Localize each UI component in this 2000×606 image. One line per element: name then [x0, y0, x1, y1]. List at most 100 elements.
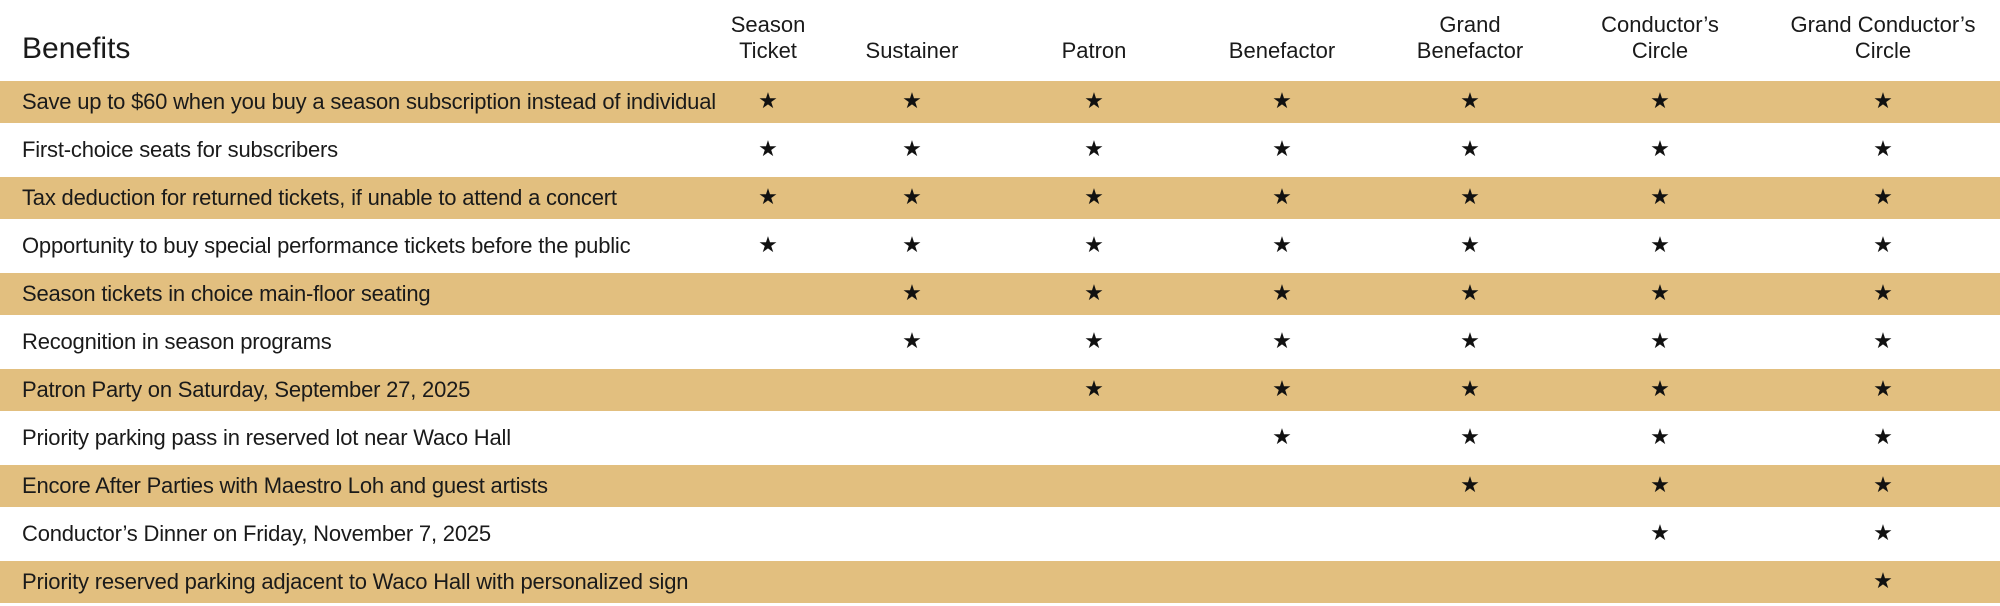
- tier-cell-grand-benefactor: ★: [1386, 273, 1554, 315]
- tier-cell-grand-benefactor: ★: [1386, 465, 1554, 507]
- header-season-ticket: Season Ticket: [730, 12, 806, 63]
- tier-cell-conductors-circle: ★: [1554, 222, 1766, 270]
- header-patron: Patron: [1061, 38, 1127, 63]
- tier-cell-grand-conductors-circle: ★: [1766, 177, 2000, 219]
- tier-cell-season-ticket: [722, 510, 814, 558]
- star-icon: ★: [1650, 137, 1670, 162]
- star-icon: ★: [1272, 137, 1292, 162]
- tier-cell-grand-conductors-circle: ★: [1766, 126, 2000, 174]
- star-icon: ★: [1873, 137, 1893, 162]
- benefit-label: First-choice seats for subscribers: [22, 137, 338, 162]
- tier-cell-season-ticket: ★: [722, 222, 814, 270]
- benefit-label: Tax deduction for returned tickets, if u…: [0, 177, 722, 219]
- tier-cell-grand-benefactor: ★: [1386, 414, 1554, 462]
- star-icon: ★: [1873, 329, 1893, 354]
- benefit-label: Conductor’s Dinner on Friday, November 7…: [22, 521, 491, 546]
- star-icon: ★: [1873, 473, 1893, 498]
- tier-cell-patron: ★: [1010, 318, 1178, 366]
- star-icon: ★: [1650, 473, 1670, 498]
- star-icon: ★: [1873, 377, 1893, 402]
- tier-cell-sustainer: [814, 510, 1010, 558]
- tier-cell-sustainer: [814, 465, 1010, 507]
- star-icon: ★: [1272, 281, 1292, 306]
- tier-cell-conductors-circle: [1554, 561, 1766, 603]
- tier-cell-patron: [1010, 510, 1178, 558]
- header-grand-conductors-circle: Grand Conductor’s Circle: [1790, 12, 1976, 63]
- star-icon: ★: [1460, 329, 1480, 354]
- star-icon: ★: [1650, 377, 1670, 402]
- header-sustainer: Sustainer: [865, 38, 959, 63]
- tier-cell-patron: ★: [1010, 369, 1178, 411]
- star-icon: ★: [902, 137, 922, 162]
- star-icon: ★: [1873, 185, 1893, 210]
- star-icon: ★: [1650, 329, 1670, 354]
- header-benefits: Benefits: [22, 32, 131, 65]
- tier-cell-benefactor: ★: [1178, 369, 1386, 411]
- tier-cell-grand-conductors-circle: ★: [1766, 222, 2000, 270]
- tier-cell-season-ticket: [722, 414, 814, 462]
- tier-cell-sustainer: ★: [814, 222, 1010, 270]
- tier-cell-patron: [1010, 561, 1178, 603]
- star-icon: ★: [1084, 185, 1104, 210]
- tier-cell-season-ticket: [722, 273, 814, 315]
- star-icon: ★: [902, 89, 922, 114]
- star-icon: ★: [1650, 281, 1670, 306]
- star-icon: ★: [1460, 89, 1480, 114]
- tier-cell-benefactor: ★: [1178, 126, 1386, 174]
- star-icon: ★: [758, 185, 778, 210]
- tier-cell-benefactor: ★: [1178, 273, 1386, 315]
- tier-cell-grand-benefactor: ★: [1386, 81, 1554, 123]
- benefit-label: Patron Party on Saturday, September 27, …: [0, 369, 722, 411]
- tier-cell-conductors-circle: ★: [1554, 465, 1766, 507]
- tier-cell-grand-conductors-circle: ★: [1766, 81, 2000, 123]
- tier-cell-conductors-circle: ★: [1554, 369, 1766, 411]
- star-icon: ★: [1460, 281, 1480, 306]
- header-grand-benefactor: Grand Benefactor: [1416, 12, 1524, 63]
- star-icon: ★: [1272, 89, 1292, 114]
- tier-cell-grand-conductors-circle: ★: [1766, 510, 2000, 558]
- star-icon: ★: [1084, 233, 1104, 258]
- tier-cell-conductors-circle: ★: [1554, 177, 1766, 219]
- tier-cell-sustainer: ★: [814, 318, 1010, 366]
- star-icon: ★: [1873, 521, 1893, 546]
- tier-cell-benefactor: [1178, 510, 1386, 558]
- tier-cell-grand-benefactor: [1386, 561, 1554, 603]
- star-icon: ★: [902, 185, 922, 210]
- tier-cell-benefactor: [1178, 465, 1386, 507]
- tier-cell-grand-conductors-circle: ★: [1766, 561, 2000, 603]
- tier-cell-sustainer: ★: [814, 177, 1010, 219]
- star-icon: ★: [1272, 425, 1292, 450]
- tier-cell-grand-conductors-circle: ★: [1766, 369, 2000, 411]
- star-icon: ★: [1650, 521, 1670, 546]
- star-icon: ★: [902, 233, 922, 258]
- star-icon: ★: [1272, 377, 1292, 402]
- star-icon: ★: [1460, 233, 1480, 258]
- tier-cell-season-ticket: [722, 465, 814, 507]
- tier-cell-grand-benefactor: ★: [1386, 222, 1554, 270]
- tier-cell-patron: [1010, 465, 1178, 507]
- star-icon: ★: [1460, 137, 1480, 162]
- tier-cell-patron: ★: [1010, 273, 1178, 315]
- tier-cell-patron: ★: [1010, 222, 1178, 270]
- star-icon: ★: [1272, 233, 1292, 258]
- benefit-label: Priority reserved parking adjacent to Wa…: [0, 561, 722, 603]
- tier-cell-sustainer: [814, 414, 1010, 462]
- tier-cell-conductors-circle: ★: [1554, 126, 1766, 174]
- tier-cell-conductors-circle: ★: [1554, 318, 1766, 366]
- tier-cell-grand-benefactor: ★: [1386, 318, 1554, 366]
- benefit-label: Priority parking pass in reserved lot ne…: [22, 425, 511, 450]
- tier-cell-grand-conductors-circle: ★: [1766, 465, 2000, 507]
- benefit-label: Encore After Parties with Maestro Loh an…: [0, 465, 722, 507]
- star-icon: ★: [902, 281, 922, 306]
- tier-cell-grand-benefactor: ★: [1386, 369, 1554, 411]
- star-icon: ★: [758, 89, 778, 114]
- tier-cell-sustainer: [814, 561, 1010, 603]
- benefit-label: Recognition in season programs: [22, 329, 332, 354]
- star-icon: ★: [1084, 137, 1104, 162]
- tier-cell-sustainer: ★: [814, 273, 1010, 315]
- star-icon: ★: [1873, 281, 1893, 306]
- tier-cell-season-ticket: ★: [722, 81, 814, 123]
- star-icon: ★: [902, 329, 922, 354]
- tier-cell-sustainer: [814, 369, 1010, 411]
- tier-cell-sustainer: ★: [814, 81, 1010, 123]
